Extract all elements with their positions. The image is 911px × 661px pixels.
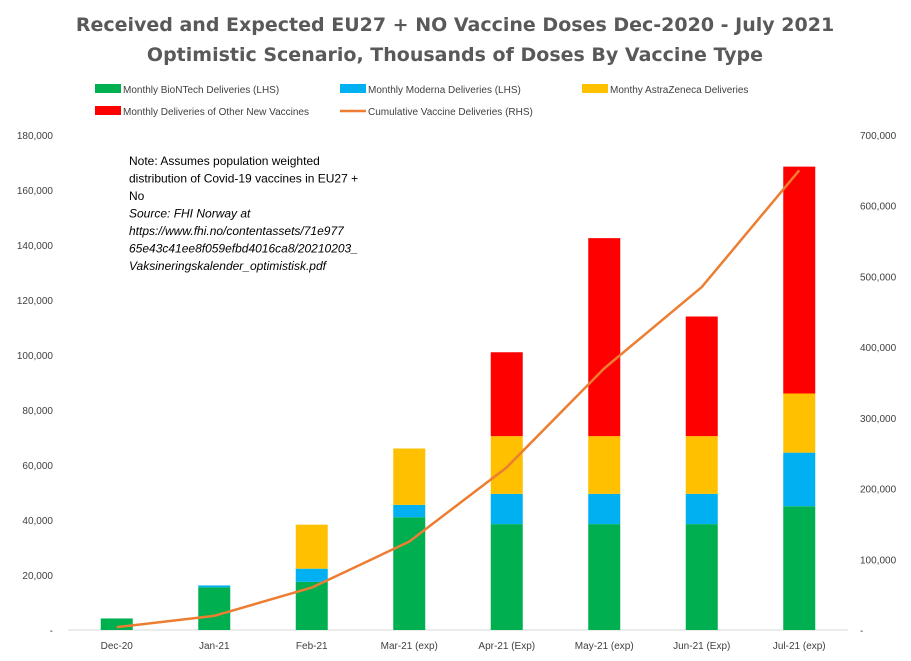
note-line: https://www.fhi.no/contentassets/71e977 bbox=[129, 224, 345, 238]
y-left-tick-label: 80,000 bbox=[22, 406, 53, 417]
note-line: Note: Assumes population weighted bbox=[129, 154, 320, 168]
y-left-tick-label: 120,000 bbox=[17, 296, 54, 307]
legend-swatch bbox=[95, 84, 121, 93]
bars bbox=[100, 166, 816, 630]
note-line: Vaksineringskalender_optimistisk.pdf bbox=[129, 259, 328, 273]
bar-segment bbox=[588, 524, 621, 630]
note-line: Source: FHI Norway at bbox=[129, 207, 251, 221]
y-left-tick-label: 140,000 bbox=[17, 241, 54, 252]
x-tick-label: Jun-21 (Exp) bbox=[673, 641, 730, 652]
y-left-tick-label: 60,000 bbox=[22, 461, 53, 472]
note-line: distribution of Covid-19 vaccines in EU2… bbox=[129, 172, 358, 186]
bar-segment bbox=[588, 493, 621, 525]
legend-label: Monthly BioNTech Deliveries (LHS) bbox=[123, 85, 279, 96]
y-right-tick-label: - bbox=[860, 626, 863, 637]
axes: - 20,000 40,000 60,000 80,000 100,000 120,000 1… bbox=[17, 131, 897, 652]
bar-segment bbox=[490, 524, 523, 630]
y-left-tick-label: 100,000 bbox=[17, 351, 54, 362]
y-right-tick-label: 500,000 bbox=[860, 272, 897, 283]
bar-segment bbox=[393, 517, 426, 630]
legend-item: Monthly Moderna Deliveries (LHS) bbox=[340, 84, 521, 96]
note-line: 65e43c41ee8f059efbd4016ca8/20210203_ bbox=[129, 242, 358, 256]
legend-label: Cumulative Vaccine Deliveries (RHS) bbox=[368, 107, 533, 118]
x-tick-label: Apr-21 (Exp) bbox=[478, 641, 535, 652]
bar-segment bbox=[783, 166, 816, 394]
bar-segment bbox=[783, 393, 816, 453]
bar-segment bbox=[490, 352, 523, 437]
bar-segment bbox=[295, 581, 328, 630]
bar-segment bbox=[685, 316, 718, 437]
legend-swatch bbox=[95, 106, 121, 115]
note-line: No bbox=[129, 189, 145, 203]
bar-segment bbox=[198, 587, 231, 630]
y-left-tick-label: 160,000 bbox=[17, 186, 54, 197]
bar-segment bbox=[685, 493, 718, 525]
bar-segment bbox=[393, 448, 426, 505]
legend-label: Monthly Deliveries of Other New Vaccines bbox=[123, 107, 309, 118]
bar-segment bbox=[295, 568, 328, 582]
bar-segment bbox=[295, 524, 328, 569]
note-annotation: Note: Assumes population weighted distrib… bbox=[129, 154, 358, 273]
y-right-tick-label: 300,000 bbox=[860, 414, 897, 425]
legend-label: Monthly Moderna Deliveries (LHS) bbox=[368, 85, 521, 96]
bar-segment bbox=[393, 504, 426, 518]
bar-segment bbox=[783, 506, 816, 630]
y-left-tick-label: 20,000 bbox=[22, 571, 53, 582]
cumulative-line bbox=[116, 169, 801, 629]
x-tick-label: Mar-21 (exp) bbox=[381, 641, 438, 652]
bar-segment bbox=[490, 493, 523, 525]
chart-title: Received and Expected EU27 + NO Vaccine … bbox=[76, 14, 834, 36]
y-left-tick-label: 180,000 bbox=[17, 131, 54, 142]
x-tick-label: Feb-21 bbox=[296, 641, 328, 652]
legend-item: Monthly BioNTech Deliveries (LHS) bbox=[95, 84, 279, 96]
chart-subtitle: Optimistic Scenario, Thousands of Doses … bbox=[147, 44, 763, 66]
y-left-tick-label: - bbox=[50, 626, 53, 637]
y-right-tick-label: 200,000 bbox=[860, 485, 897, 496]
legend-item: Monthly Deliveries of Other New Vaccines bbox=[95, 106, 309, 118]
legend-swatch bbox=[340, 84, 366, 93]
legend-swatch bbox=[582, 84, 608, 93]
cumulative-line-path bbox=[116, 169, 801, 629]
bar-segment bbox=[100, 618, 133, 630]
x-tick-label: May-21 (exp) bbox=[575, 641, 634, 652]
bar-segment bbox=[783, 452, 816, 507]
legend: Monthly BioNTech Deliveries (LHS) Monthly… bbox=[95, 84, 748, 118]
y-right-tick-label: 100,000 bbox=[860, 555, 897, 566]
x-tick-label: Jul-21 (exp) bbox=[773, 641, 826, 652]
y-right-tick-label: 600,000 bbox=[860, 202, 897, 213]
bar-segment bbox=[198, 585, 231, 588]
legend-item: Monthy AstraZeneca Deliveries bbox=[582, 84, 748, 96]
bar-segment bbox=[588, 238, 621, 437]
bar-segment bbox=[490, 436, 523, 494]
y-right-tick-label: 400,000 bbox=[860, 343, 897, 354]
y-right-tick-label: 700,000 bbox=[860, 131, 897, 142]
x-tick-label: Jan-21 bbox=[199, 641, 230, 652]
bar-segment bbox=[685, 436, 718, 494]
bar-segment bbox=[685, 524, 718, 630]
legend-label: Monthy AstraZeneca Deliveries bbox=[610, 85, 748, 96]
y-left-tick-label: 40,000 bbox=[22, 516, 53, 527]
legend-item: Cumulative Vaccine Deliveries (RHS) bbox=[340, 107, 533, 118]
bar-segment bbox=[588, 436, 621, 494]
x-tick-label: Dec-20 bbox=[101, 641, 134, 652]
